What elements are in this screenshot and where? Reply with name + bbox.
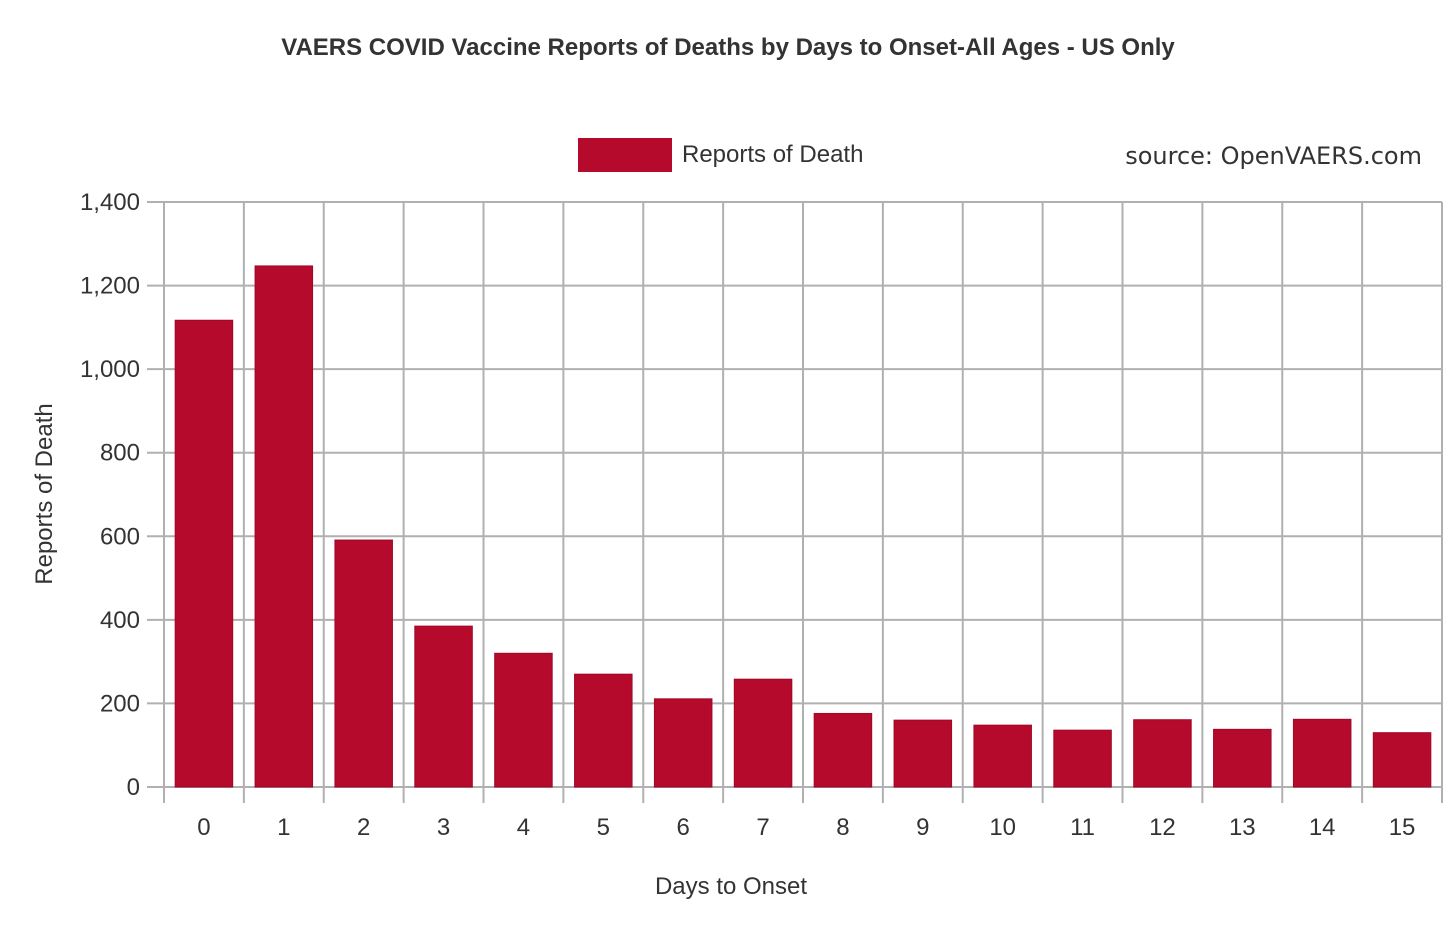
bar-14[interactable] [1292,718,1352,788]
y-tick-label: 1,000 [80,356,140,383]
x-axis-label: Days to Onset [655,873,807,900]
x-tick-label: 11 [1070,814,1095,841]
y-tick-label: 1,200 [80,273,140,300]
x-tick-label: 8 [836,814,849,841]
bar-15[interactable] [1372,732,1432,788]
y-tick-label: 600 [100,523,140,550]
y-tick-label: 800 [100,440,140,467]
x-tick-label: 12 [1149,814,1176,841]
bar-7[interactable] [733,678,793,788]
bar-8[interactable] [813,712,873,788]
x-tick-label: 3 [437,814,450,841]
chart-title: VAERS COVID Vaccine Reports of Deaths by… [281,34,1175,61]
bar-9[interactable] [893,719,953,788]
legend[interactable]: Reports of Death [578,138,863,172]
y-tick-label: 1,400 [80,189,140,216]
bar-13[interactable] [1213,728,1272,788]
x-tick-label: 0 [197,814,210,841]
bar-5[interactable] [574,673,633,788]
y-tick-label: 0 [127,774,140,801]
y-tick-label: 200 [100,690,140,717]
x-tick-label: 14 [1309,814,1336,841]
y-tick-label: 400 [100,607,140,634]
bar-0[interactable] [174,319,234,788]
bar-3[interactable] [414,625,473,788]
x-tick-label: 13 [1229,814,1256,841]
x-tick-label: 7 [756,814,769,841]
bar-6[interactable] [653,698,713,788]
x-tick-label: 4 [517,814,530,841]
legend-swatch [578,138,672,172]
bar-2[interactable] [334,539,393,788]
bar-10[interactable] [973,724,1032,788]
x-tick-label: 6 [677,814,690,841]
x-tick-label: 5 [597,814,610,841]
source-note: source: OpenVAERS.com [1125,142,1422,170]
legend-label: Reports of Death [682,141,864,168]
x-tick-label: 10 [989,814,1016,841]
y-axis-label: Reports of Death [31,403,58,584]
x-tick-label: 1 [277,814,290,841]
x-tick-label: 2 [357,814,370,841]
bar-1[interactable] [254,265,314,788]
bar-12[interactable] [1133,719,1192,788]
bar-4[interactable] [494,652,553,788]
bars [174,265,1432,788]
x-tick-label: 15 [1389,814,1416,841]
bar-11[interactable] [1053,729,1112,788]
x-tick-label: 9 [916,814,929,841]
